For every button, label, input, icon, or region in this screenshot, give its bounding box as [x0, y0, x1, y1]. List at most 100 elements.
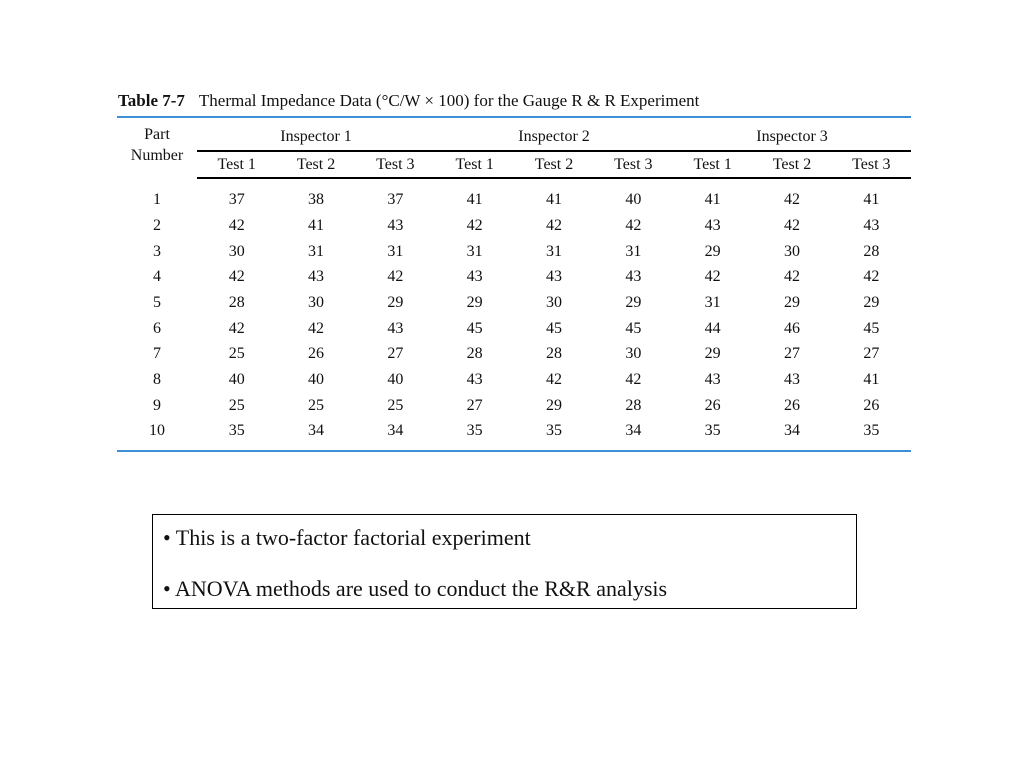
test-header: Test 3 [593, 150, 673, 180]
part-number-cell: 3 [153, 242, 162, 260]
measurement-cell: 29 [546, 396, 562, 414]
table-body: 1 37 38 37 41 41 40 41 42 41 2 42 41 43 42 42 42 43 42 43 3 3… [117, 178, 911, 444]
measurement-cell: 29 [704, 345, 721, 363]
measurement-cell: 34 [625, 422, 642, 440]
table-row: 5 28 30 29 29 30 29 31 29 29 [117, 290, 911, 316]
inspector-2-header: Inspector 2 [435, 124, 673, 152]
measurement-cell: 43 [387, 319, 404, 337]
table-title: Thermal Impedance Data (°C/W × 100) for … [198, 91, 700, 110]
measurement-cell: 29 [863, 293, 880, 311]
measurement-cell: 26 [308, 345, 325, 363]
measurement-cell: 42 [783, 191, 800, 209]
measurement-cell: 29 [625, 293, 642, 311]
measurement-cell: 34 [387, 422, 404, 440]
measurement-cell: 26 [783, 396, 800, 414]
measurement-cell: 45 [863, 319, 880, 337]
measurement-cell: 28 [466, 345, 483, 363]
measurement-cell: 45 [546, 319, 562, 337]
measurement-cell: 28 [546, 345, 562, 363]
measurement-cell: 25 [387, 396, 404, 414]
measurement-cell: 43 [466, 268, 483, 286]
test-header: Test 1 [673, 150, 753, 180]
measurement-cell: 34 [308, 422, 325, 440]
measurement-cell: 42 [228, 319, 245, 337]
measurement-cell: 37 [387, 191, 404, 209]
part-number-cell: 1 [153, 190, 162, 208]
measurement-cell: 25 [228, 396, 245, 414]
test-header: Test 3 [355, 150, 436, 180]
measurement-cell: 30 [228, 242, 245, 260]
measurement-cell: 43 [387, 216, 404, 234]
test-header: Test 3 [831, 150, 911, 180]
notes-box: • This is a two-factor factorial experim… [152, 514, 857, 609]
table-row: 6 42 42 43 45 45 45 44 46 45 [117, 316, 911, 342]
measurement-cell: 43 [625, 268, 642, 286]
test-header: Test 1 [197, 150, 277, 180]
measurement-cell: 42 [783, 216, 800, 234]
part-number-cell: 7 [153, 345, 162, 363]
table-row: 4 42 43 42 43 43 43 42 42 42 [117, 264, 911, 290]
measurement-cell: 42 [387, 268, 404, 286]
measurement-cell: 28 [863, 242, 880, 260]
table-number: Table 7-7 [118, 91, 185, 110]
measurement-cell: 42 [466, 216, 483, 234]
measurement-cell: 43 [704, 216, 721, 234]
measurement-cell: 35 [704, 422, 721, 440]
measurement-cell: 37 [228, 191, 245, 209]
measurement-cell: 27 [863, 345, 880, 363]
measurement-cell: 35 [466, 422, 483, 440]
measurement-cell: 26 [704, 396, 721, 414]
measurement-cell: 30 [625, 345, 642, 363]
table-bottom-rule [117, 450, 911, 452]
measurement-cell: 35 [863, 422, 880, 440]
part-number-cell: 8 [153, 371, 162, 389]
measurement-cell: 31 [308, 242, 325, 260]
measurement-cell: 30 [783, 242, 800, 260]
measurement-cell: 35 [228, 422, 245, 440]
measurement-cell: 44 [704, 319, 721, 337]
measurement-cell: 42 [228, 216, 245, 234]
part-number-cell: 2 [153, 216, 162, 234]
measurement-cell: 45 [625, 319, 642, 337]
measurement-cell: 26 [863, 396, 880, 414]
measurement-cell: 43 [704, 371, 721, 389]
inspector-1-header: Inspector 1 [197, 124, 436, 152]
measurement-cell: 27 [466, 396, 483, 414]
table-row: 3 30 31 31 31 31 31 29 30 28 [117, 239, 911, 265]
test-header: Test 2 [276, 150, 356, 180]
measurement-cell: 42 [546, 216, 562, 234]
measurement-cell: 43 [546, 268, 562, 286]
table-row: 9 25 25 25 27 29 28 26 26 26 [117, 393, 911, 419]
part-number-cell: 9 [153, 396, 162, 414]
table-row: 1 37 38 37 41 41 40 41 42 41 [117, 178, 911, 213]
measurement-cell: 42 [546, 371, 562, 389]
measurement-cell: 43 [466, 371, 483, 389]
measurement-cell: 28 [228, 293, 245, 311]
part-number-cell: 10 [149, 422, 166, 440]
measurement-cell: 42 [625, 216, 642, 234]
measurement-cell: 29 [387, 293, 404, 311]
measurement-cell: 41 [704, 191, 721, 209]
measurement-cell: 30 [546, 293, 562, 311]
table-row: 7 25 26 27 28 28 30 29 27 27 [117, 342, 911, 368]
part-header-line1: Part [144, 126, 170, 143]
part-number-header: Part Number [117, 124, 197, 178]
measurement-cell: 31 [625, 242, 642, 260]
note-anova: • ANOVA methods are used to conduct the … [163, 576, 668, 601]
measurement-cell: 42 [863, 268, 880, 286]
inspector-3-header: Inspector 3 [673, 124, 911, 152]
measurement-cell: 34 [783, 422, 800, 440]
measurement-cell: 45 [466, 319, 483, 337]
part-number-cell: 5 [153, 293, 162, 311]
measurement-cell: 28 [625, 396, 642, 414]
test-header: Test 2 [514, 150, 594, 180]
measurement-cell: 43 [783, 371, 800, 389]
thermal-impedance-table: Part Number Inspector 1 Inspector 2 Insp… [117, 124, 911, 444]
measurement-cell: 40 [387, 371, 404, 389]
measurement-cell: 42 [625, 371, 642, 389]
note-two-factor: • This is a two-factor factorial experim… [163, 525, 531, 550]
measurement-cell: 42 [704, 268, 721, 286]
measurement-cell: 42 [228, 268, 245, 286]
measurement-cell: 40 [625, 191, 642, 209]
part-header-line2: Number [130, 147, 184, 164]
